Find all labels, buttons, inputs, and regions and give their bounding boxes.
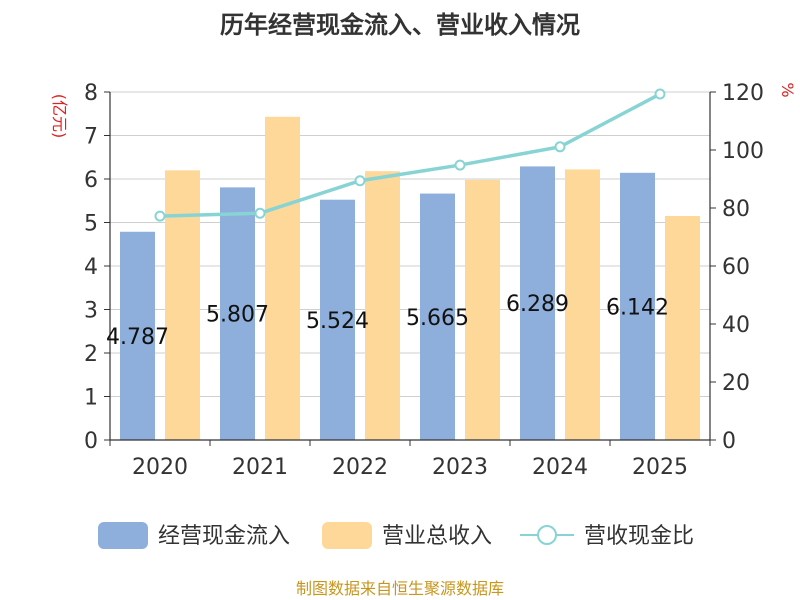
legend-ratio-marker <box>537 525 557 545</box>
right-axis-tick-label: 20 <box>722 371 750 396</box>
right-axis-tick-label: 0 <box>722 429 736 454</box>
x-axis-tick-label: 2022 <box>332 455 388 480</box>
x-axis-tick-label: 2021 <box>232 455 288 480</box>
left-axis-tick-label: 1 <box>84 386 98 411</box>
ratio-point <box>654 88 666 100</box>
cash-inflow-value-label: 5.524 <box>306 309 369 334</box>
cash-inflow-bar <box>120 231 155 440</box>
cash-inflow-value-label: 4.787 <box>106 325 169 350</box>
cash-inflow-value-label: 5.665 <box>406 306 469 331</box>
cash-inflow-bar <box>420 193 455 440</box>
revenue-bar <box>465 179 500 440</box>
revenue-bar <box>565 169 600 440</box>
left-axis-tick-label: 7 <box>84 125 98 150</box>
right-axis-tick-label: 80 <box>722 197 750 222</box>
revenue-bar <box>265 116 300 441</box>
ratio-point <box>454 159 466 171</box>
revenue-bar <box>665 215 700 440</box>
x-axis-tick-label: 2024 <box>532 455 588 480</box>
left-axis-tick-label: 0 <box>84 429 98 454</box>
ratio-point <box>254 207 266 219</box>
cash-inflow-bar <box>520 166 555 440</box>
x-axis-tick-label: 2020 <box>132 455 188 480</box>
legend-cash-inflow-swatch <box>98 522 148 549</box>
gridlines <box>110 91 710 397</box>
left-axis-tick-label: 8 <box>84 81 98 106</box>
revenue-bar <box>165 170 200 441</box>
ratio-point <box>354 175 366 187</box>
ratio-point <box>154 210 166 222</box>
ratio-point <box>554 141 566 153</box>
cash-inflow-value-label: 5.807 <box>206 303 269 328</box>
ratio-line-path <box>159 92 661 218</box>
cash-inflow-bar <box>320 199 355 440</box>
chart-title: 历年经营现金流入、营业收入情况 <box>220 11 580 39</box>
left-axis-tick-label: 3 <box>84 299 98 324</box>
source-note: 制图数据来自恒生聚源数据库 <box>296 579 504 598</box>
right-axis-unit: % <box>778 82 797 97</box>
data-labels: 4.787 5.807 5.524 5.665 6.289 6.142 <box>106 292 669 350</box>
legend-revenue-label: 营业总收入 <box>382 524 492 549</box>
right-axis-tick-label: 100 <box>722 139 764 164</box>
right-axis-tick-label: 40 <box>722 313 750 338</box>
left-axis-tick-label: 6 <box>84 168 98 193</box>
right-axis-tick-label: 60 <box>722 255 750 280</box>
right-axis-tick-label: 120 <box>722 81 764 106</box>
cash-inflow-value-label: 6.289 <box>506 292 569 317</box>
ratio-line <box>154 88 666 222</box>
cash-inflow-bar <box>620 172 655 440</box>
legend-revenue-swatch <box>322 522 372 549</box>
left-axis-tick-label: 4 <box>84 255 98 280</box>
x-axis-tick-label: 2025 <box>632 455 688 480</box>
left-axis-unit: (亿元) <box>50 94 69 139</box>
left-axis-tick-label: 5 <box>84 212 98 237</box>
legend-ratio-label: 营收现金比 <box>584 524 694 549</box>
cash-inflow-value-label: 6.142 <box>606 295 669 320</box>
cash-inflow-bar <box>220 187 255 440</box>
legend-cash-inflow-label: 经营现金流入 <box>158 524 290 549</box>
bars <box>120 116 700 441</box>
x-axis-tick-label: 2023 <box>432 455 488 480</box>
left-axis-tick-label: 2 <box>84 342 98 367</box>
legend: 经营现金流入 营业总收入 营收现金比 <box>98 522 694 549</box>
revenue-bar <box>365 171 400 441</box>
